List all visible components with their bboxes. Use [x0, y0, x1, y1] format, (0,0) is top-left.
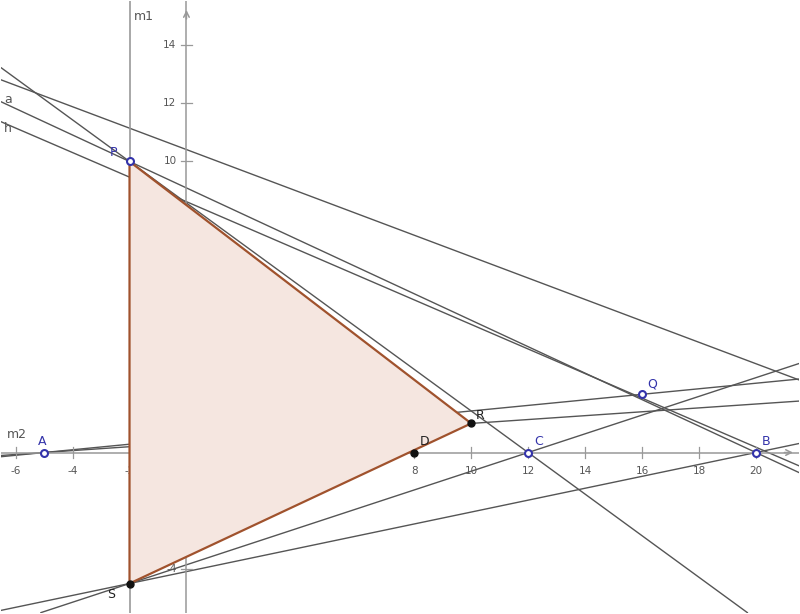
Text: P: P: [110, 146, 117, 158]
Text: -6: -6: [10, 465, 21, 476]
Text: 6: 6: [354, 465, 361, 476]
Text: 20: 20: [750, 465, 762, 476]
Text: 4: 4: [297, 465, 304, 476]
Text: -2: -2: [166, 506, 177, 516]
Text: D: D: [420, 435, 430, 448]
Text: 6: 6: [170, 273, 177, 283]
Text: h: h: [4, 122, 12, 135]
Text: C: C: [534, 435, 542, 448]
Text: B: B: [762, 435, 770, 448]
Text: -4: -4: [67, 465, 78, 476]
Text: A: A: [38, 435, 47, 448]
Text: 2: 2: [170, 389, 177, 399]
Text: a: a: [4, 93, 12, 106]
Text: 14: 14: [578, 465, 592, 476]
Text: 0: 0: [170, 465, 177, 476]
Text: 16: 16: [635, 465, 649, 476]
Text: R: R: [475, 409, 484, 422]
Text: 12: 12: [163, 98, 177, 108]
Text: 18: 18: [692, 465, 706, 476]
Text: 14: 14: [163, 40, 177, 50]
Text: m1: m1: [134, 10, 154, 23]
Text: 8: 8: [411, 465, 418, 476]
Text: -4: -4: [166, 564, 177, 574]
Text: Q: Q: [648, 377, 658, 390]
Text: S: S: [106, 588, 114, 601]
Text: 2: 2: [240, 465, 246, 476]
Text: m2: m2: [7, 428, 27, 441]
Text: 12: 12: [522, 465, 534, 476]
Text: 4: 4: [170, 331, 177, 341]
Text: 10: 10: [163, 157, 177, 166]
Text: -2: -2: [124, 465, 134, 476]
Text: 10: 10: [465, 465, 478, 476]
Polygon shape: [130, 161, 471, 583]
Text: 8: 8: [170, 215, 177, 225]
